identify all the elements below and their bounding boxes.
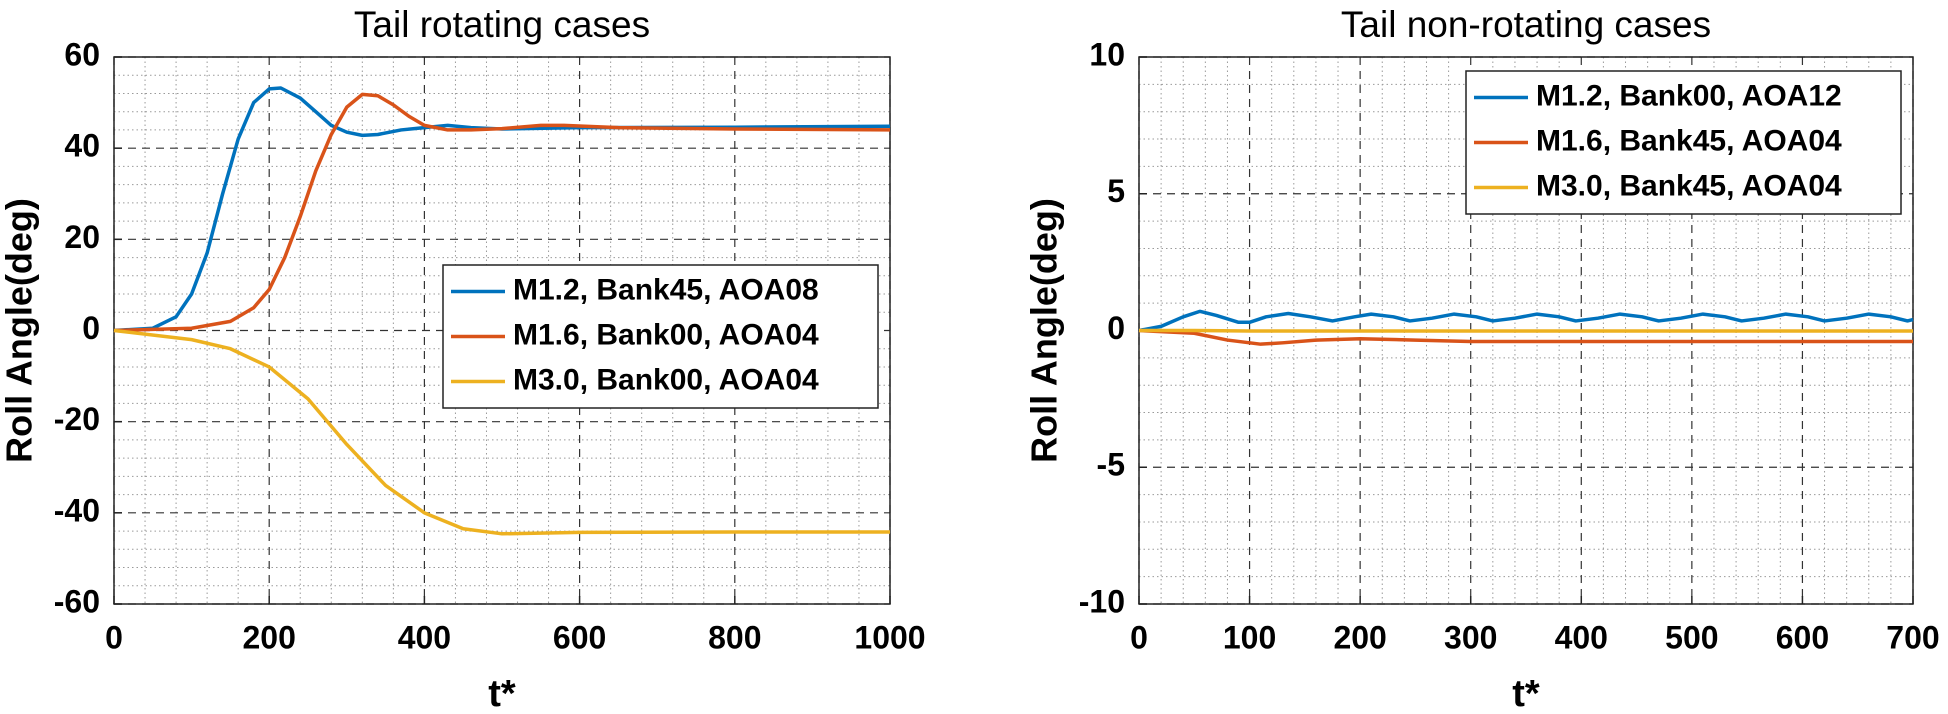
legend-label: M1.2, Bank45, AOA08 <box>513 273 819 306</box>
y-axis-label: Roll Angle(deg) <box>0 198 40 463</box>
data-line <box>113 92 891 333</box>
y-tick-label: -10 <box>1079 583 1125 619</box>
y-tick-label: 10 <box>1089 36 1125 72</box>
y-tick-label: 20 <box>64 219 100 255</box>
y-tick-label: -20 <box>54 401 100 437</box>
data-line <box>1138 328 1913 346</box>
legend-box <box>442 264 879 409</box>
x-tick-label: 600 <box>553 619 606 655</box>
x-tick-label: 100 <box>1223 619 1276 655</box>
y-tick-label: 40 <box>64 128 100 164</box>
x-tick-label: 200 <box>243 619 296 655</box>
data-line <box>113 328 890 536</box>
chart: 0 200 400 600 800 1000 -60 -40 -20 0 20 40 60 M1.2, B… <box>0 4 926 714</box>
x-tick-label: 600 <box>1776 619 1829 655</box>
legend-label: M1.2, Bank00, AOA12 <box>1536 79 1842 112</box>
data-line <box>1139 328 1913 333</box>
x-tick-label: 400 <box>398 619 451 655</box>
x-tick-label: 500 <box>1665 619 1718 655</box>
x-tick-label: 200 <box>1333 619 1386 655</box>
chart-title: Tail rotating cases <box>354 4 650 45</box>
chart: 0 100 200 300 400 500 600 700 -10 -5 0 5 10 M1.2, Ban… <box>1024 4 1940 714</box>
x-tick-label: 400 <box>1555 619 1608 655</box>
y-axis-label: Roll Angle(deg) <box>1024 198 1065 463</box>
legend-label: M1.6, Bank00, AOA04 <box>513 318 819 351</box>
x-tick-label: 800 <box>708 619 761 655</box>
y-tick-label: 5 <box>1107 173 1125 209</box>
legend-label: M3.0, Bank45, AOA04 <box>1536 169 1842 202</box>
y-tick-label: -60 <box>54 583 100 619</box>
x-tick-label: 700 <box>1886 619 1939 655</box>
data-line <box>113 86 891 333</box>
y-tick-label: 0 <box>1107 310 1125 346</box>
y-tick-label: 60 <box>64 36 100 72</box>
x-axis-label: t* <box>1512 673 1540 714</box>
y-tick-label: -5 <box>1097 447 1125 483</box>
x-axis-label: t* <box>488 673 516 714</box>
legend-label: M1.6, Bank45, AOA04 <box>1536 124 1842 157</box>
legend-label: M3.0, Bank00, AOA04 <box>513 363 819 396</box>
legend-box <box>1465 70 1902 215</box>
data-line <box>1138 309 1914 333</box>
x-tick-label: 0 <box>1130 619 1148 655</box>
x-tick-label: 0 <box>105 619 123 655</box>
x-tick-label: 1000 <box>854 619 925 655</box>
x-tick-label: 300 <box>1444 619 1497 655</box>
y-tick-label: 0 <box>82 310 100 346</box>
chart-title: Tail non-rotating cases <box>1341 4 1711 45</box>
y-tick-label: -40 <box>54 492 100 528</box>
